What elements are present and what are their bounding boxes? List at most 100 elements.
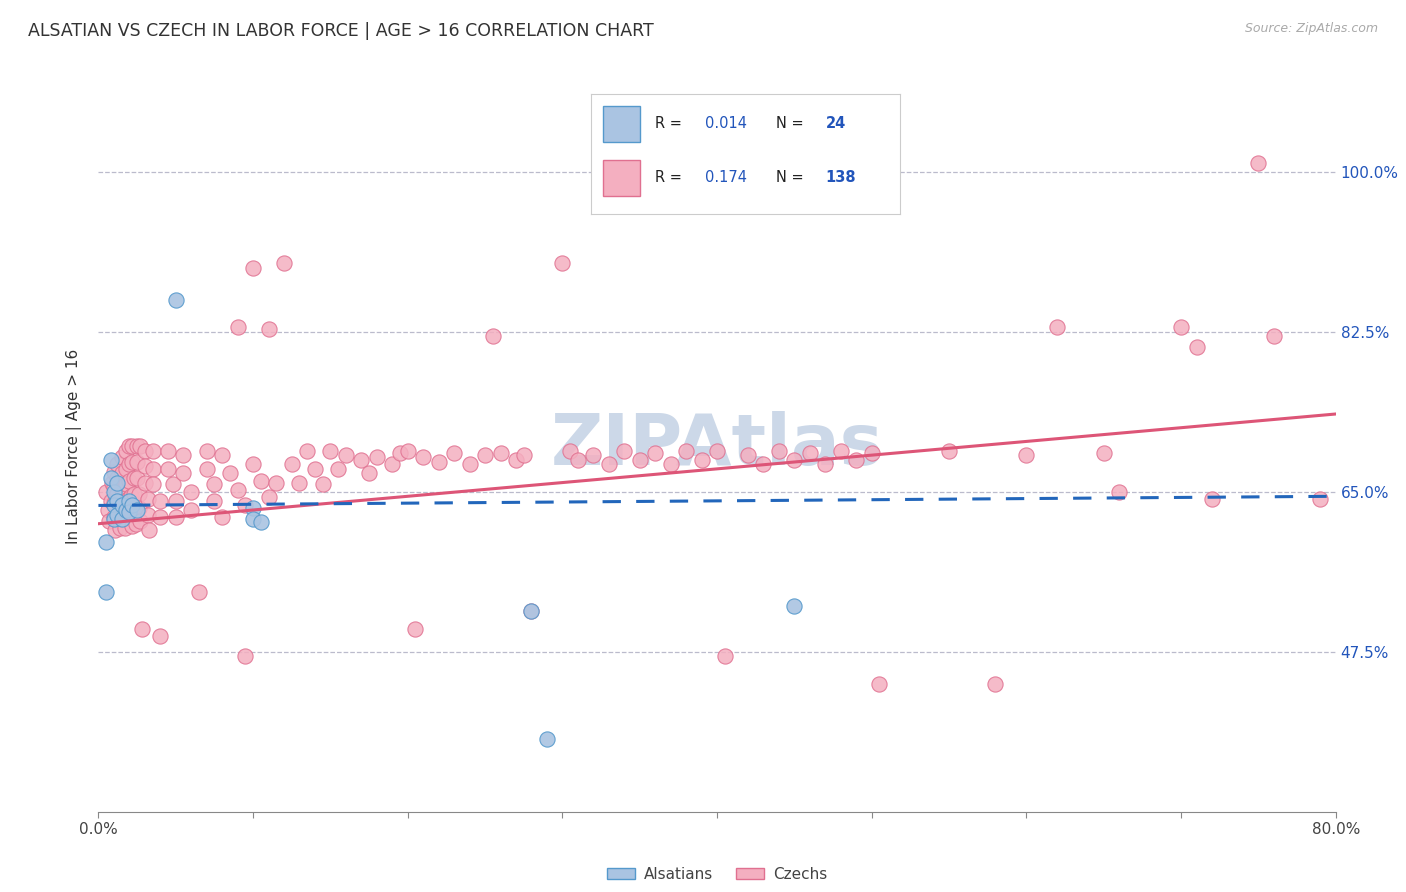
Point	[131, 622, 153, 636]
Point	[149, 494, 172, 508]
Point	[551, 256, 574, 270]
Point	[124, 503, 146, 517]
Text: ALSATIAN VS CZECH IN LABOR FORCE | AGE > 16 CORRELATION CHART: ALSATIAN VS CZECH IN LABOR FORCE | AGE >…	[28, 22, 654, 40]
Point	[180, 484, 202, 499]
Point	[129, 439, 152, 453]
Point	[1170, 320, 1192, 334]
Text: N =: N =	[776, 170, 808, 186]
Point	[138, 523, 160, 537]
Point	[938, 443, 960, 458]
Point	[100, 452, 122, 467]
Point	[101, 475, 124, 490]
Point	[100, 494, 122, 508]
Point	[115, 443, 138, 458]
Point	[115, 462, 138, 476]
Point	[96, 535, 118, 549]
Point	[783, 452, 806, 467]
Point	[121, 499, 143, 513]
Point	[127, 503, 149, 517]
Text: 0.014: 0.014	[704, 116, 747, 131]
Point	[97, 503, 120, 517]
Point	[111, 499, 134, 513]
Point	[112, 496, 135, 510]
Point	[127, 439, 149, 453]
Point	[443, 446, 465, 460]
Point	[157, 462, 180, 476]
Text: Source: ZipAtlas.com: Source: ZipAtlas.com	[1244, 22, 1378, 36]
Point	[100, 471, 122, 485]
Point	[474, 448, 496, 462]
Point	[1263, 329, 1285, 343]
Point	[706, 443, 728, 458]
Point	[613, 443, 636, 458]
Point	[118, 457, 141, 471]
Point	[219, 467, 242, 481]
Point	[121, 455, 143, 469]
Point	[134, 475, 156, 490]
Point	[117, 491, 139, 506]
Point	[129, 514, 152, 528]
Point	[118, 505, 141, 519]
Point	[120, 505, 142, 519]
Point	[312, 477, 335, 491]
Point	[120, 489, 142, 503]
Point	[242, 260, 264, 275]
Point	[128, 486, 150, 500]
Point	[659, 457, 682, 471]
Point	[103, 510, 125, 524]
FancyBboxPatch shape	[603, 106, 640, 142]
Point	[288, 475, 311, 490]
Point	[257, 322, 280, 336]
Point	[427, 455, 450, 469]
Point	[103, 499, 125, 513]
Point	[115, 477, 138, 491]
Point	[111, 483, 134, 497]
Point	[165, 293, 187, 307]
Point	[103, 480, 125, 494]
Point	[124, 516, 146, 531]
Point	[134, 443, 156, 458]
Point	[281, 457, 304, 471]
Point	[105, 475, 128, 490]
Point	[273, 256, 295, 270]
Point	[103, 496, 125, 510]
Point	[122, 486, 145, 500]
Point	[814, 457, 837, 471]
Point	[136, 491, 159, 506]
Point	[505, 452, 527, 467]
Point	[350, 452, 373, 467]
Point	[121, 439, 143, 453]
Point	[536, 731, 558, 746]
Point	[142, 443, 165, 458]
Point	[250, 515, 273, 529]
Point	[107, 499, 129, 513]
Point	[111, 450, 134, 464]
Text: R =: R =	[655, 170, 688, 186]
Point	[481, 329, 505, 343]
Point	[162, 477, 184, 491]
Point	[173, 448, 195, 462]
Point	[149, 510, 172, 524]
Point	[173, 467, 195, 481]
Point	[628, 452, 651, 467]
Point	[242, 501, 264, 516]
Point	[357, 467, 380, 481]
Point	[226, 483, 249, 497]
Point	[226, 320, 249, 334]
Point	[783, 599, 806, 613]
Point	[204, 494, 226, 508]
Point	[412, 450, 434, 464]
Point	[396, 443, 419, 458]
Point	[319, 443, 342, 458]
Point	[737, 448, 759, 462]
Point	[142, 477, 165, 491]
Point	[149, 629, 172, 643]
Point	[103, 484, 125, 499]
Point	[567, 452, 589, 467]
FancyBboxPatch shape	[603, 160, 640, 196]
Point	[142, 462, 165, 476]
Point	[297, 443, 319, 458]
Point	[675, 443, 697, 458]
Point	[388, 446, 412, 460]
Point	[250, 474, 273, 488]
